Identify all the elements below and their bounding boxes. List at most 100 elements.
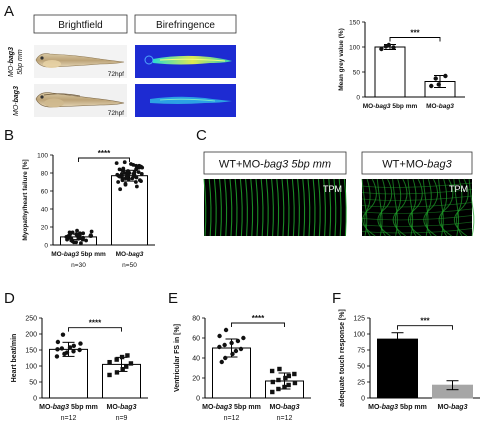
muscle-fiber xyxy=(328,178,332,237)
y-tick-label: 100 xyxy=(353,332,365,339)
data-point xyxy=(223,355,228,361)
muscle-fiber xyxy=(302,178,306,237)
y-tick-label: 100 xyxy=(37,153,48,160)
data-point xyxy=(283,375,288,381)
birefringence-header xyxy=(134,14,237,34)
data-point xyxy=(123,181,128,186)
birefringence-image-control xyxy=(135,45,236,78)
panel-c-images: WT+MO-bag3 5bp mm WT+MO-bag3 TPM TPM xyxy=(203,151,475,237)
y-tick-label: 0 xyxy=(33,396,37,403)
data-point xyxy=(67,230,72,235)
muscle-fiber xyxy=(250,178,254,237)
muscle-fiber xyxy=(219,178,222,237)
panel-letter-e: E xyxy=(168,290,178,307)
y-tick-label: 50 xyxy=(29,380,37,387)
muscle-fiber xyxy=(361,228,473,234)
data-point xyxy=(125,169,130,174)
significance-stars: *** xyxy=(410,29,420,38)
x-tick-label: MO-bag3 xyxy=(116,251,144,258)
chart-f: 0 25 50 75 100 125 adequate touch response [%]… xyxy=(339,309,480,411)
muscle-fiber xyxy=(361,208,473,214)
data-point xyxy=(55,339,61,345)
y-tick-label: 25 xyxy=(357,380,365,387)
data-point xyxy=(276,377,281,383)
data-point xyxy=(282,384,287,390)
stage-label-morphant: 72hpf xyxy=(108,110,124,117)
data-point xyxy=(70,230,75,235)
y-tick-label: 150 xyxy=(25,348,37,355)
muscle-fiber xyxy=(361,221,473,227)
significance-bracket xyxy=(389,37,441,42)
data-point xyxy=(134,184,139,189)
significance-stars: **** xyxy=(252,314,265,323)
n-label: n=12 xyxy=(277,415,293,422)
significance-bracket xyxy=(231,322,285,327)
muscle-fiber xyxy=(271,178,274,237)
tpm-right-label: WT+MO-bag3 xyxy=(382,159,452,171)
bar xyxy=(374,46,406,98)
y-tick-label: 100 xyxy=(25,364,37,371)
data-point xyxy=(60,332,66,337)
y-tick-label: 50 xyxy=(353,70,361,77)
tpm-left-header xyxy=(203,151,347,175)
significance-bracket xyxy=(397,325,453,330)
y-tick-label: 80 xyxy=(192,316,200,323)
data-point xyxy=(124,174,129,179)
panel-letter-b: B xyxy=(4,127,14,144)
data-point xyxy=(116,180,121,184)
y-axis-label: Mean grey value (%) xyxy=(338,28,345,91)
data-point xyxy=(217,333,222,339)
data-point xyxy=(77,347,82,353)
data-point xyxy=(81,231,86,236)
muscle-fiber xyxy=(208,178,212,237)
y-tick-label: 100 xyxy=(349,45,360,52)
data-point xyxy=(75,228,79,233)
muscle-fiber xyxy=(361,182,473,188)
data-point xyxy=(286,373,292,379)
muscle-fiber xyxy=(291,178,295,237)
significance-stars: **** xyxy=(89,319,102,328)
data-point xyxy=(128,361,134,366)
muscle-fiber xyxy=(361,215,473,221)
muscle-fiber xyxy=(408,178,423,237)
significance-bracket xyxy=(78,157,130,162)
data-point xyxy=(119,172,124,176)
brightfield-image-morphant xyxy=(34,84,127,117)
y-tick-label: 80 xyxy=(41,171,49,178)
data-point xyxy=(433,76,438,81)
muscle-fiber xyxy=(260,178,264,237)
muscle-fiber xyxy=(203,178,207,237)
data-point xyxy=(64,350,70,355)
muscle-fiber xyxy=(245,178,248,237)
data-point xyxy=(118,187,123,192)
data-point xyxy=(77,233,82,238)
muscle-fiber xyxy=(239,178,243,237)
y-tick-label: 75 xyxy=(357,348,365,355)
data-point xyxy=(59,346,65,351)
muscle-fiber xyxy=(361,189,473,195)
muscle-fiber xyxy=(338,178,342,237)
data-point xyxy=(286,382,291,388)
muscle-fiber xyxy=(224,178,228,237)
brightfield-label: Brightfield xyxy=(58,20,102,31)
muscle-fiber xyxy=(377,178,393,237)
data-point xyxy=(121,166,126,171)
n-label: n=9 xyxy=(116,415,128,422)
data-point xyxy=(84,238,88,243)
y-axis-label: Heart beat/min xyxy=(11,334,18,383)
y-tick-label: 0 xyxy=(44,243,48,250)
data-point xyxy=(139,172,144,176)
muscle-fiber xyxy=(361,195,473,201)
x-tick-label: MO-bag3 5bp mm xyxy=(202,404,261,411)
x-tick-label: MO-bag3 5bp mm xyxy=(51,251,106,258)
data-point xyxy=(54,354,60,359)
data-point xyxy=(89,229,94,234)
data-point xyxy=(292,371,297,377)
y-axis-label: Myopathy/heart failure [%] xyxy=(22,159,29,240)
y-tick-label: 20 xyxy=(41,225,49,232)
data-point xyxy=(217,344,222,350)
data-point xyxy=(74,232,79,237)
data-point xyxy=(71,349,76,354)
data-point xyxy=(223,327,229,333)
